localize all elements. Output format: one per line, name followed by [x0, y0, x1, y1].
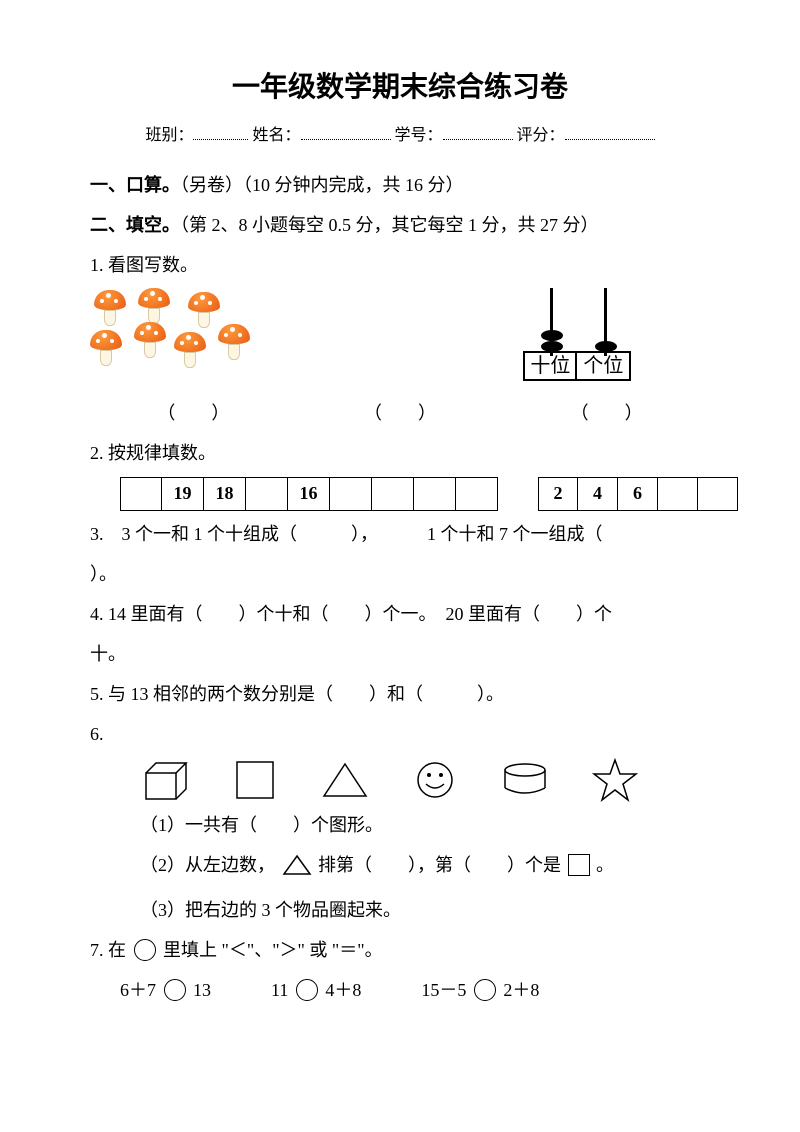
cylinder-icon — [500, 758, 550, 802]
circle-inline-icon — [134, 939, 156, 961]
q3-a: 3. 3 个一和 1 个十组成（ ）， — [90, 524, 378, 544]
q6-shapes — [140, 758, 710, 802]
q7-e3a: 15－5 — [421, 980, 471, 1000]
q7-expressions: 6＋7 13 11 4＋8 15－5 2＋8 — [120, 973, 710, 1007]
q3-b: 1 个十和 7 个一组成（ — [427, 524, 603, 544]
q7-e2a: 11 — [271, 980, 293, 1000]
q2-sequence-1[interactable]: 191816 — [120, 477, 498, 511]
q3: 3. 3 个一和 1 个十组成（ ）， 1 个十和 7 个一组成（ — [90, 517, 710, 551]
circle-blank-icon[interactable] — [296, 979, 318, 1001]
mushrooms-image — [90, 288, 260, 368]
section-1-paren: （另卷）（10 分钟内完成，共 16 分） — [180, 175, 464, 195]
q7-e3b: 2＋8 — [499, 980, 540, 1000]
q1-blank-3[interactable]: （ ） — [503, 396, 710, 430]
circle-blank-icon[interactable] — [474, 979, 496, 1001]
section-2-paren: （第 2、8 小题每空 0.5 分，其它每空 1 分，共 27 分） — [180, 215, 599, 235]
circle-blank-icon[interactable] — [164, 979, 186, 1001]
square-inline-icon — [568, 854, 590, 876]
q7-expr-3[interactable]: 15－5 2＋8 — [421, 973, 539, 1007]
name-label: 姓名： — [252, 127, 300, 144]
q2-prompt: 2. 按规律填数。 — [90, 436, 710, 470]
page-title: 一年级数学期末综合练习卷 — [90, 60, 710, 113]
section-1-label: 一、口算。 — [90, 175, 180, 195]
score-blank[interactable] — [565, 124, 655, 140]
abacus-image: 十位 个位 — [503, 288, 653, 388]
q6-sub2: （2）从左边数， 排第（ ），第（ ）个是 。 — [140, 848, 710, 887]
q4-b: 十。 — [90, 637, 710, 671]
section-2-label: 二、填空。 — [90, 215, 180, 235]
q6-sub2-a: （2）从左边数， — [140, 855, 275, 875]
q6-prompt: 6. — [90, 717, 710, 751]
square-icon — [230, 758, 280, 802]
score-label: 评分： — [517, 127, 565, 144]
class-label: 班别： — [145, 127, 193, 144]
q6-sub2-b: 排第（ ），第（ ）个是 — [318, 855, 561, 875]
abacus-tens: 十位 — [523, 351, 577, 381]
class-blank[interactable] — [193, 124, 248, 140]
q7-e2b: 4＋8 — [321, 980, 362, 1000]
q7-e1b: 13 — [189, 980, 212, 1000]
triangle-inline-icon — [282, 853, 312, 887]
q6-sub1: （1）一共有（ ）个图形。 — [140, 808, 710, 842]
abacus-ones: 个位 — [577, 351, 631, 381]
smiley-icon — [410, 758, 460, 802]
id-label: 学号： — [395, 127, 443, 144]
star-icon — [590, 758, 640, 802]
id-blank[interactable] — [443, 124, 513, 140]
q6-sub3: （3）把右边的 3 个物品圈起来。 — [140, 893, 710, 927]
q4-a: 4. 14 里面有（ ）个十和（ ）个一。 20 里面有（ ）个 — [90, 597, 710, 631]
q7-expr-2[interactable]: 11 4＋8 — [271, 973, 361, 1007]
q1-answers: （ ） （ ） （ ） — [90, 396, 710, 430]
q7-prompt-a: 7. 在 — [90, 940, 126, 960]
section-1: 一、口算。（另卷）（10 分钟内完成，共 16 分） — [90, 168, 710, 202]
q6-sub2-c: 。 — [596, 855, 614, 875]
q1-prompt: 1. 看图写数。 — [90, 248, 710, 282]
cube-icon — [140, 758, 190, 802]
q7-prompt-b: 里填上 "＜"、"＞" 或 "＝"。 — [163, 940, 383, 960]
section-2: 二、填空。（第 2、8 小题每空 0.5 分，其它每空 1 分，共 27 分） — [90, 208, 710, 242]
q3-c: ）。 — [90, 557, 710, 591]
q7-expr-1[interactable]: 6＋7 13 — [120, 973, 211, 1007]
triangle-icon — [320, 758, 370, 802]
q1-blank-1[interactable]: （ ） — [90, 396, 297, 430]
q2-sequence-2[interactable]: 246 — [538, 477, 738, 511]
q7-e1a: 6＋7 — [120, 980, 161, 1000]
q1-blank-2[interactable]: （ ） — [297, 396, 504, 430]
info-row: 班别： 姓名： 学号： 评分： — [90, 121, 710, 151]
q5: 5. 与 13 相邻的两个数分别是（ ）和（ ）。 — [90, 677, 710, 711]
name-blank[interactable] — [301, 124, 391, 140]
q7-prompt: 7. 在 里填上 "＜"、"＞" 或 "＝"。 — [90, 933, 710, 967]
